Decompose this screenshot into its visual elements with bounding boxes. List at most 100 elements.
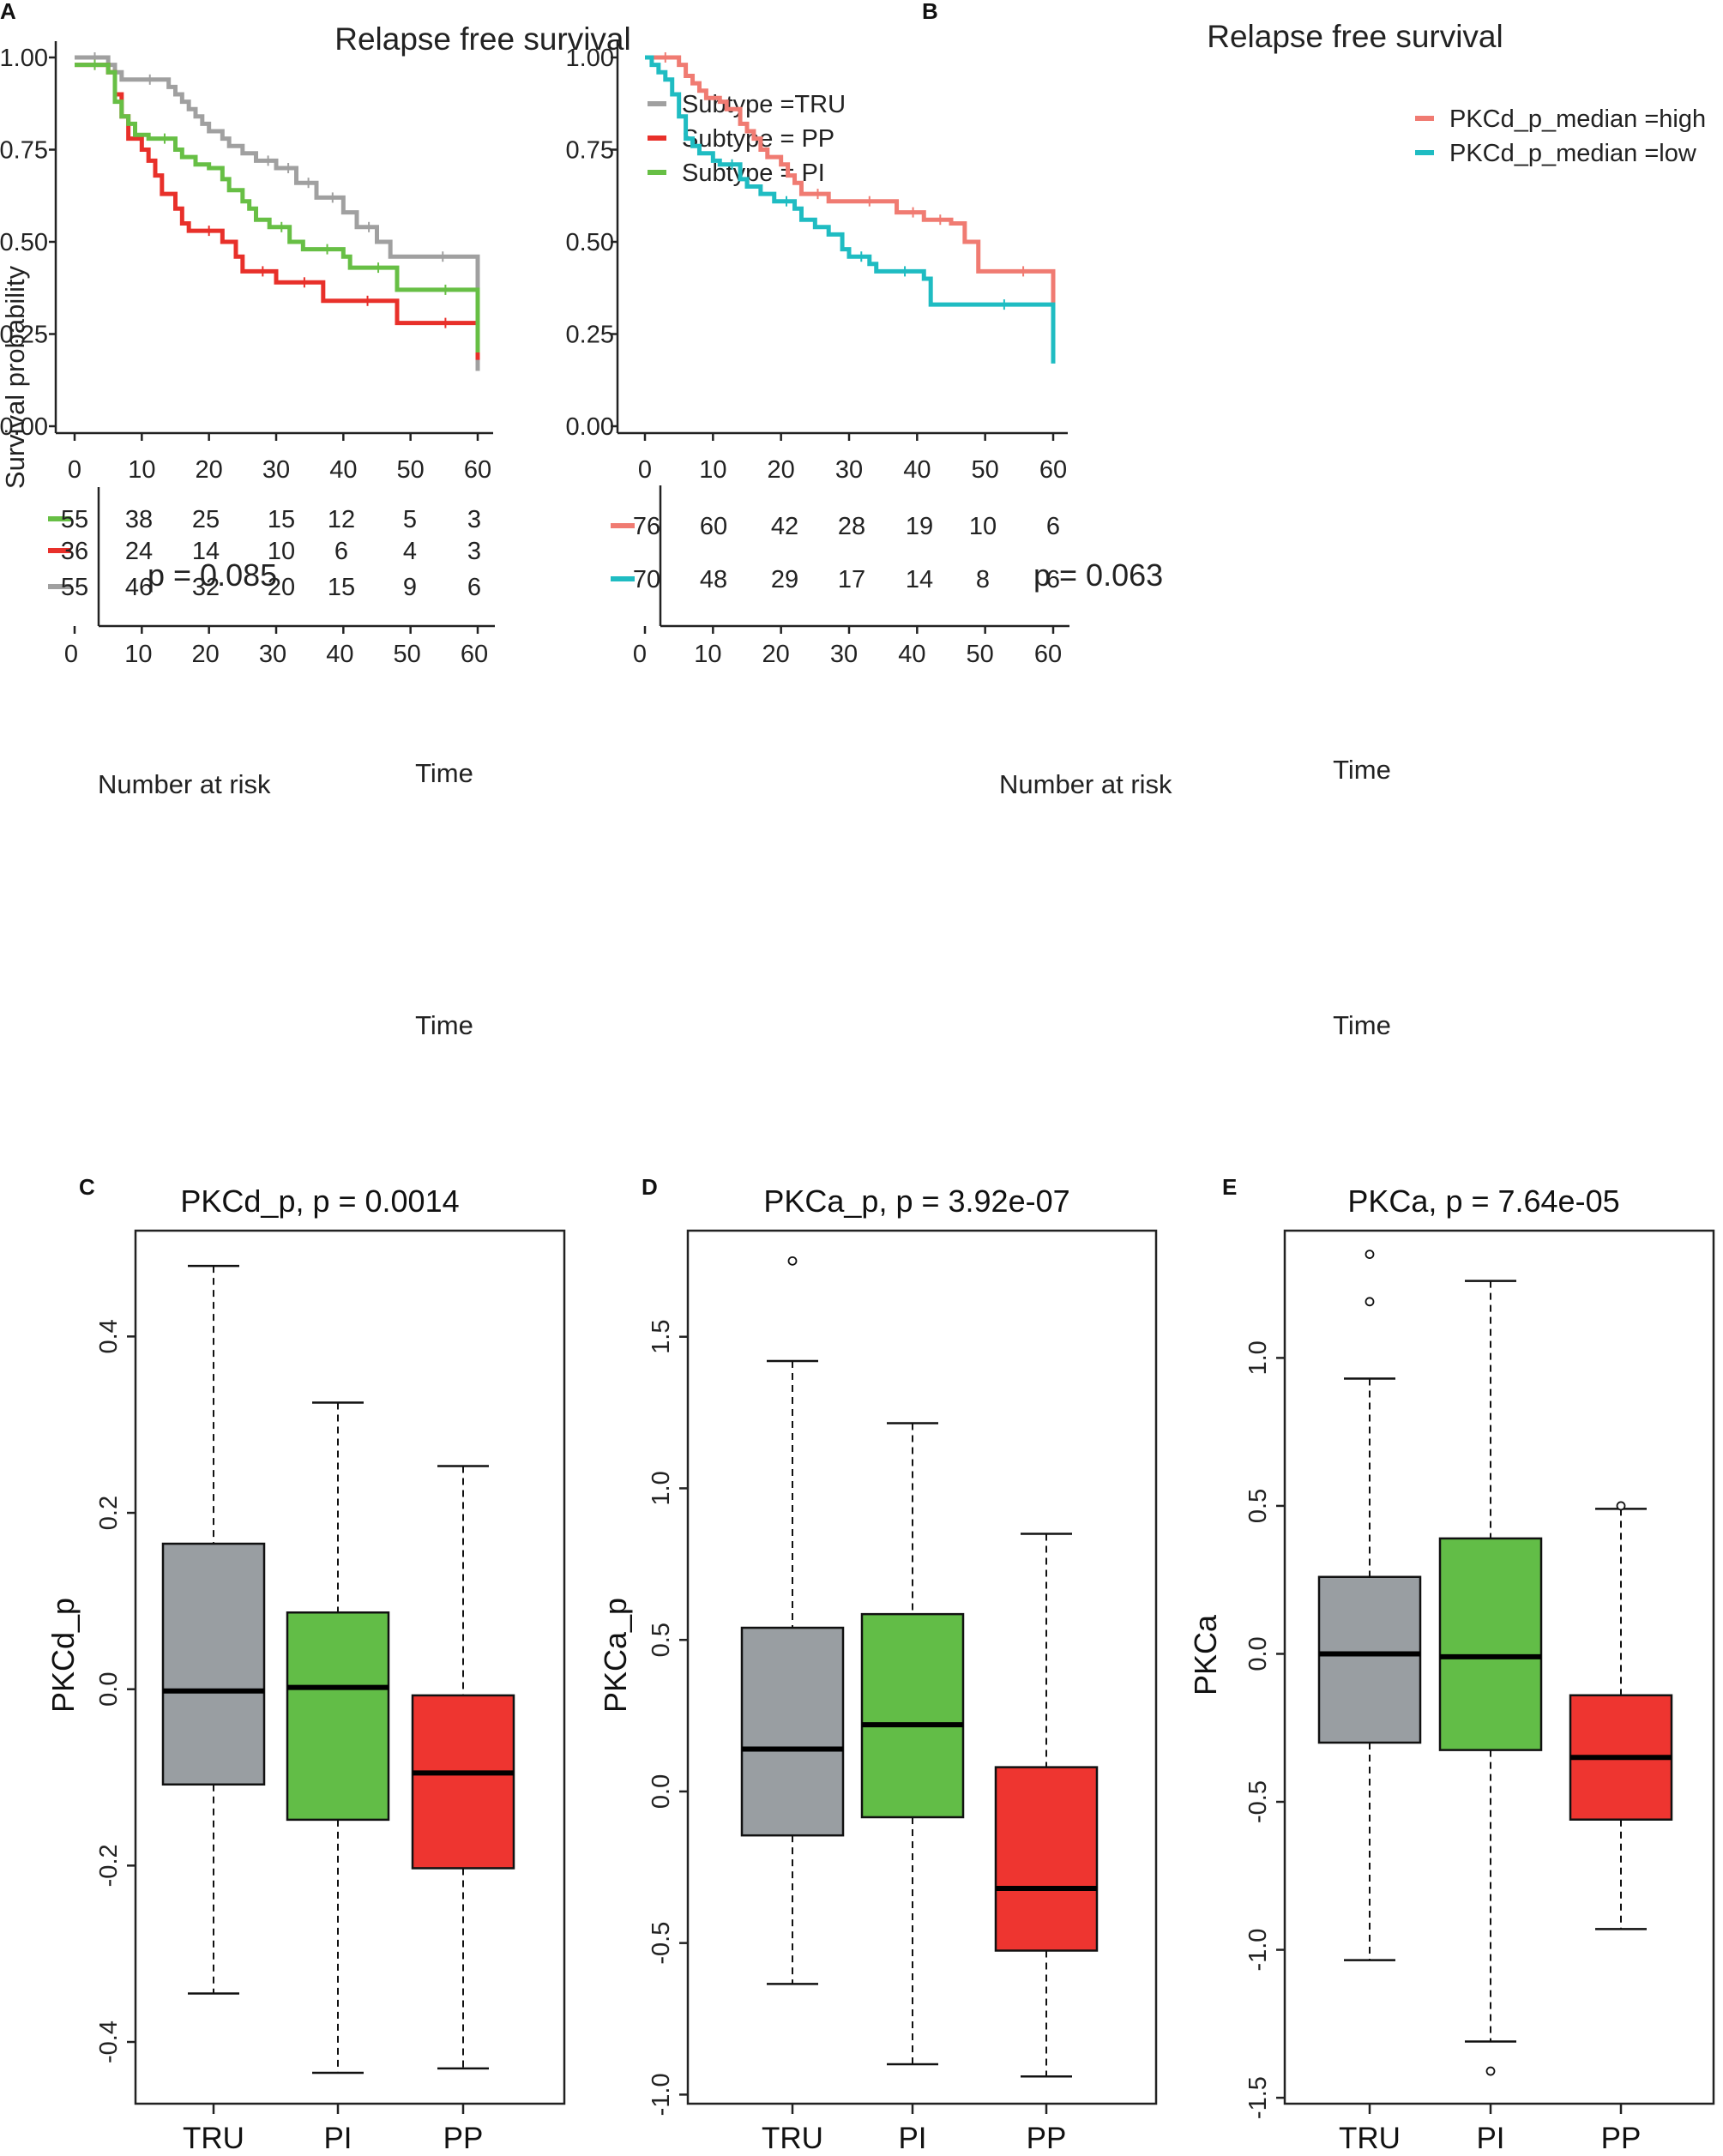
category-label-tru: TRU <box>762 2122 823 2155</box>
legend-entry: Subtype =TRU <box>682 91 846 118</box>
box-tru <box>161 1542 266 1786</box>
panel-a-risk-table: 55 38 25 15 12 5 336 24 14 10 6 4 355 46 32 20 15 9 60 10 20… <box>48 487 495 668</box>
risk-count: 6 <box>467 574 481 601</box>
y-tick-label: 0.25 <box>0 322 48 349</box>
risk-x-tick-label: 50 <box>394 641 421 668</box>
legend-entry: PKCd_p_median =high <box>1449 105 1706 133</box>
x-tick-label: 50 <box>972 456 999 484</box>
x-tick-label: 40 <box>329 456 357 484</box>
box-pp <box>994 1766 1099 1952</box>
y-tick-label: 0.0 <box>1244 1636 1272 1671</box>
risk-x-tick-label: 30 <box>259 641 286 668</box>
x-tick-label: 40 <box>903 456 931 484</box>
x-tick-label: 30 <box>262 456 290 484</box>
box-pi <box>860 1612 965 1819</box>
x-tick-label: 0 <box>68 456 81 484</box>
y-tick-label: 0.50 <box>566 229 614 256</box>
panel-a-curves <box>75 52 480 371</box>
risk-x-tick-label: 40 <box>326 641 353 668</box>
risk-count: 10 <box>268 538 295 565</box>
panel-a-x-axis-label: Time <box>415 758 473 788</box>
risk-count: 10 <box>969 513 997 540</box>
risk-count: 55 <box>61 506 88 533</box>
y-tick-label: -0.4 <box>95 2020 123 2063</box>
y-tick-label: 1.0 <box>648 1471 675 1505</box>
y-tick-label: 0.00 <box>0 413 48 441</box>
panel-a-y-axis-label: Survival probability <box>0 265 30 489</box>
outlier-point <box>1616 1501 1626 1511</box>
panel-b-legend: PKCd_p_median =high PKCd_p_median =low <box>1415 105 1706 167</box>
risk-count: 19 <box>906 513 933 540</box>
box-pi <box>1438 1537 1543 1751</box>
y-tick-label: 0.0 <box>95 1672 123 1707</box>
y-tick-label: 0.50 <box>0 229 48 256</box>
risk-count: 38 <box>125 506 153 533</box>
y-tick-label: -1.0 <box>648 2073 675 2116</box>
panel-b-survival-chart: B Relapse free survival 0.00 0.25 0.50 0.75… <box>566 0 1707 1040</box>
risk-count: 48 <box>700 566 727 593</box>
category-label-pp: PP <box>443 2122 484 2155</box>
panel-e-label: E <box>1222 1174 1237 1200</box>
plot-frame <box>686 1229 1158 2105</box>
y-tick-label: -0.2 <box>95 1844 123 1887</box>
category-label-pi: PI <box>1476 2122 1504 2155</box>
y-tick-label: 1.0 <box>1244 1340 1272 1375</box>
x-tick-label: 10 <box>128 456 155 484</box>
y-tick-label: 0.0 <box>648 1774 675 1809</box>
risk-x-tick-label: 0 <box>633 641 647 668</box>
y-tick-label: -1.5 <box>1244 2076 1272 2119</box>
panel-d-y-axis-label: PKCa_p <box>598 1598 633 1713</box>
panel-b-ticks: 0.00 0.25 0.50 0.75 1.00 0 10 20 30 40 50 60 <box>566 45 1068 484</box>
risk-count: 76 <box>633 513 660 540</box>
outlier-point <box>1365 1297 1375 1307</box>
y-tick-label: 0.75 <box>0 137 48 165</box>
risk-count: 55 <box>61 574 88 601</box>
panel-e-y-axis-label: PKCa <box>1188 1614 1223 1695</box>
panel-c-y-axis-label: PKCd_p <box>45 1598 81 1713</box>
risk-count: 3 <box>467 506 481 533</box>
risk-count: 24 <box>125 538 153 565</box>
box-pp <box>411 1694 515 1870</box>
risk-x-tick-label: 60 <box>461 641 488 668</box>
risk-count: 20 <box>268 574 295 601</box>
risk-count: 12 <box>328 506 355 533</box>
y-tick-label: 1.00 <box>566 45 614 72</box>
survival-curve-pkcd-p-median-low <box>645 55 1056 364</box>
risk-count: 46 <box>125 574 153 601</box>
x-tick-label: 30 <box>835 456 863 484</box>
panel-e-boxplot: E PKCa, p = 7.64e-05 PKCa -1.5 -1.0 -0.5 0.… <box>1188 1174 1715 2155</box>
risk-count: 3 <box>467 538 481 565</box>
risk-x-tick-label: 30 <box>830 641 858 668</box>
panel-c-title: PKCd_p, p = 0.0014 <box>180 1183 459 1219</box>
risk-count: 6 <box>1046 566 1060 593</box>
outlier-point <box>1485 2066 1496 2076</box>
panel-a-p-value: p = 0.085 <box>148 557 277 593</box>
y-tick-label: -0.5 <box>1244 1780 1272 1823</box>
risk-count: 15 <box>328 574 355 601</box>
panel-a-survival-chart: A Relapse free survival 0.00 0.25 0.50 0.75… <box>0 0 846 1040</box>
panel-a-title: Relapse free survival <box>334 21 630 57</box>
survival-curve-subtype-pi <box>75 63 480 352</box>
risk-x-tick-label: 10 <box>694 641 721 668</box>
y-tick-label: 0.00 <box>566 413 614 441</box>
y-tick-label: 0.75 <box>566 137 614 165</box>
panel-b-x-axis-label: Time <box>1333 755 1391 785</box>
box-tru <box>740 1626 845 1837</box>
risk-count: 6 <box>334 538 348 565</box>
y-tick-label: 1.00 <box>0 45 48 72</box>
panel-e-title: PKCa, p = 7.64e-05 <box>1347 1183 1619 1219</box>
risk-x-tick-label: 10 <box>124 641 152 668</box>
y-tick-label: -0.5 <box>648 1922 675 1965</box>
panel-d-plot-area: -1.0 -0.5 0.0 0.5 1.0 1.5 TRU PI PP <box>648 1229 1158 2155</box>
risk-x-tick-label: 20 <box>762 641 790 668</box>
outlier-point <box>787 1256 798 1266</box>
x-tick-label: 60 <box>464 456 491 484</box>
x-tick-label: 0 <box>638 456 652 484</box>
risk-count: 42 <box>771 513 798 540</box>
risk-count: 15 <box>268 506 295 533</box>
risk-count: 6 <box>1046 513 1060 540</box>
risk-count: 8 <box>976 566 990 593</box>
category-label-pi: PI <box>898 2122 926 2155</box>
panel-d-label: D <box>642 1174 658 1200</box>
category-label-pp: PP <box>1027 2122 1067 2155</box>
